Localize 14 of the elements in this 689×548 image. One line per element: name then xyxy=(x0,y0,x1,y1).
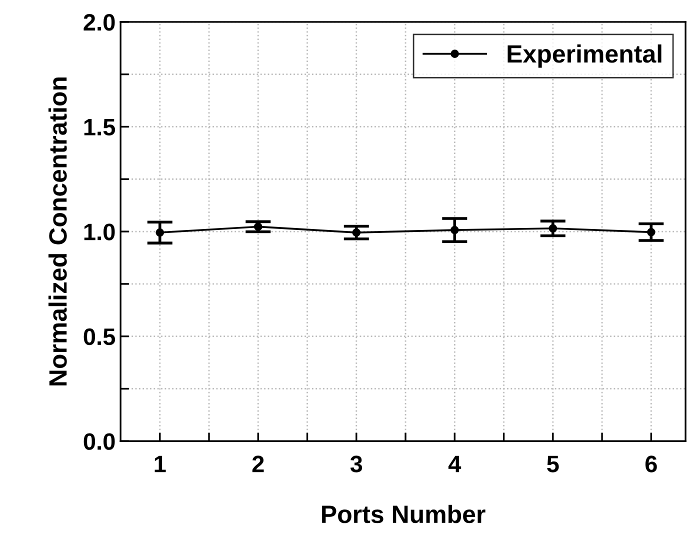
y-tick-label: 0.5 xyxy=(84,328,116,346)
y-axis-title: Normalized Concentration xyxy=(48,78,67,386)
x-tick-label: 5 xyxy=(547,456,559,472)
legend-label: Experimental xyxy=(508,44,662,68)
x-tick-label: 3 xyxy=(350,456,362,472)
y-tick-label: 1.5 xyxy=(84,119,116,136)
x-tick-label: 1 xyxy=(154,456,166,472)
x-tick-label: 2 xyxy=(252,456,264,472)
text: 0.0 xyxy=(84,433,115,450)
x-tick-label: 4 xyxy=(448,456,462,472)
y-tick-label: 1.0 xyxy=(84,224,115,240)
x-axis-title: Ports Number xyxy=(322,504,486,524)
x-tick-label: 6 xyxy=(645,456,657,472)
y-tick-label: 2.0 xyxy=(84,14,115,31)
